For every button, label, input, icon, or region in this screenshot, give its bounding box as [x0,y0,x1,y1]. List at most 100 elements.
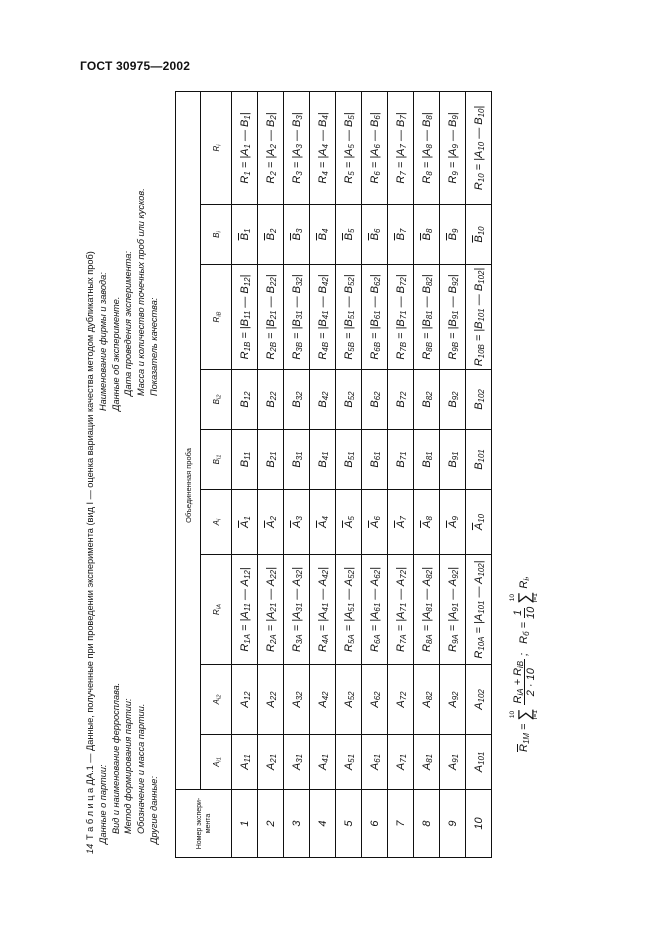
formula-tail: Ri, [518,575,531,589]
table-row: 9 A91 A92 R9A = |A91 — A92| A9 B91 B92 R9B = |B… [439,91,466,858]
table-caption-block: 14 Т а б л и ц а ДА.1 — Данные, полученн… [82,83,162,858]
column-header: Ai [200,489,232,555]
table-cell: R7B = |B71 — B72| [387,264,414,370]
batch-heading: Данные о партии: [98,764,108,844]
table-cell: R5B = |B51 — B52| [335,264,362,370]
table-cell: B9 [439,204,466,265]
table-cell: R5A = |A51 — A52| [335,554,362,665]
formula-separator: ; [518,652,530,656]
experiment-number-cell: 5 [335,789,362,858]
table-cell: R6A = |A61 — A62| [361,554,388,665]
table-cell: R8B = |B81 — B82| [413,264,440,370]
table-cell: A42 [309,664,336,735]
table-cell: R6B = |B61 — B62| [361,264,388,370]
experiment-heading: Данные об эксперименте. [111,296,121,411]
experiment-number-cell: 3 [283,789,310,858]
table-cell: A5 [335,489,362,555]
experiment-line: Показатель качества: [149,297,159,396]
table-cell: B7 [387,204,414,265]
table-cell: A6 [361,489,388,555]
table-cell: A10 [465,489,492,555]
table-cell: B4 [309,204,336,265]
column-header: RiB [200,264,232,370]
table-cell: A31 [283,734,310,790]
table-row: 4 A41 A42 R4A = |A41 — A42| A4 B41 B42 R4B = |B… [309,91,336,858]
combined-sample-label: Объединенная проба [183,448,193,523]
table-cell: A4 [309,489,336,555]
table-row: 8 A81 A82 R8A = |A81 — A82| A8 B81 B82 R8B = |B… [413,91,440,858]
table-cell: R10A = |A101 — A102| [465,554,492,665]
table-row: 7 A71 A72 R7A = |A71 — A72| A7 B71 B72 R7B = |B… [387,91,414,858]
table-cell: A82 [413,664,440,735]
table-cell: A91 [439,734,466,790]
table-cell: R9 = |A9 — B9| [439,91,466,205]
table-cell: A7 [387,489,414,555]
table-cell: A12 [231,664,258,735]
table-cell: R7A = |A71 — A72| [387,554,414,665]
table-row: 10 A101 A102 R10A = |A101 — A102| A10 B101 B10… [465,91,492,858]
table-cell: B52 [335,369,362,430]
batch-line: Вид и наименование ферросплава. [111,682,121,834]
table-row: 6 A61 A62 R6A = |A61 — A62| A6 B61 B62 R6B = |B… [361,91,388,858]
table-cell: A102 [465,664,492,735]
column-header: RiA [200,554,232,665]
experiment-line: Масса и количество точечных проб или кус… [136,188,146,396]
table-cell: B2 [257,204,284,265]
formula-lhs-rb: Rб = [518,621,531,644]
table-cell: A52 [335,664,362,735]
table-cell: R9B = |B91 — B92| [439,264,466,370]
table-cell: R9A = |A91 — A92| [439,554,466,665]
table-cell: B41 [309,429,336,490]
table-cell: B32 [283,369,310,430]
fraction: RiA + RiB 2 · 10 [511,658,537,706]
table-cell: R3 = |A3 — B3| [283,91,310,205]
table-cell: R1 = |A1 — B1| [231,91,258,205]
table-cell: R3B = |B31 — B32| [283,264,310,370]
table-cell: R1B = |B11 — B12| [231,264,258,370]
data-table-rotated: Номер экспери-мента Объединенная проба A… [175,91,492,858]
table-cell: A62 [361,664,388,735]
table-cell: R4A = |A41 — A42| [309,554,336,665]
table-cell: A81 [413,734,440,790]
table-cell: B22 [257,369,284,430]
table-cell: R10B = |B101 — B102| [465,264,492,370]
table-cell: A92 [439,664,466,735]
table-cell: B10 [465,204,492,265]
table-cell: A2 [257,489,284,555]
table-cell: A9 [439,489,466,555]
table-cell: B101 [465,429,492,490]
table-cell: A72 [387,664,414,735]
table-cell: B1 [231,204,258,265]
table-cell: A61 [361,734,388,790]
table-cell: B91 [439,429,466,490]
table-cell: A71 [387,734,414,790]
table-title: Т а б л и ц а ДА.1 — Данные, полученные … [85,251,95,840]
combined-sample-header: Объединенная проба [175,91,201,790]
experiment-number-cell: 6 [361,789,388,858]
table-cell: R1A = |A11 — A12| [231,554,258,665]
table-row: 2 A21 A22 R2A = |A21 — A22| A2 B21 B22 R2B = |B… [257,91,284,858]
table-cell: B8 [413,204,440,265]
table-cell: B62 [361,369,388,430]
batch-line: Метод формирования партии: [123,698,133,834]
table-cell: B21 [257,429,284,490]
column-header: Bi1 [200,429,232,490]
column-header: Bi2 [200,369,232,430]
column-header: Ri [200,91,232,205]
table-cell: B11 [231,429,258,490]
table-cell: R6 = |A6 — B6| [361,91,388,205]
table-cell: B61 [361,429,388,490]
experiment-number-header: Номер экспери-мента [175,789,232,858]
table-cell: R2A = |A21 — A22| [257,554,284,665]
other-data: Другие данные: [149,776,159,844]
table-cell: R5 = |A5 — B5| [335,91,362,205]
table-cell: B71 [387,429,414,490]
table-cell: A1 [231,489,258,555]
firm-line: Наименование фирмы и завода: [98,272,108,411]
table-cell: R2 = |A2 — B2| [257,91,284,205]
experiment-number-cell: 7 [387,789,414,858]
table-cell: R2B = |B21 — B22| [257,264,284,370]
experiment-line: Дата проведения эксперимента: [123,251,133,396]
table-cell: B5 [335,204,362,265]
